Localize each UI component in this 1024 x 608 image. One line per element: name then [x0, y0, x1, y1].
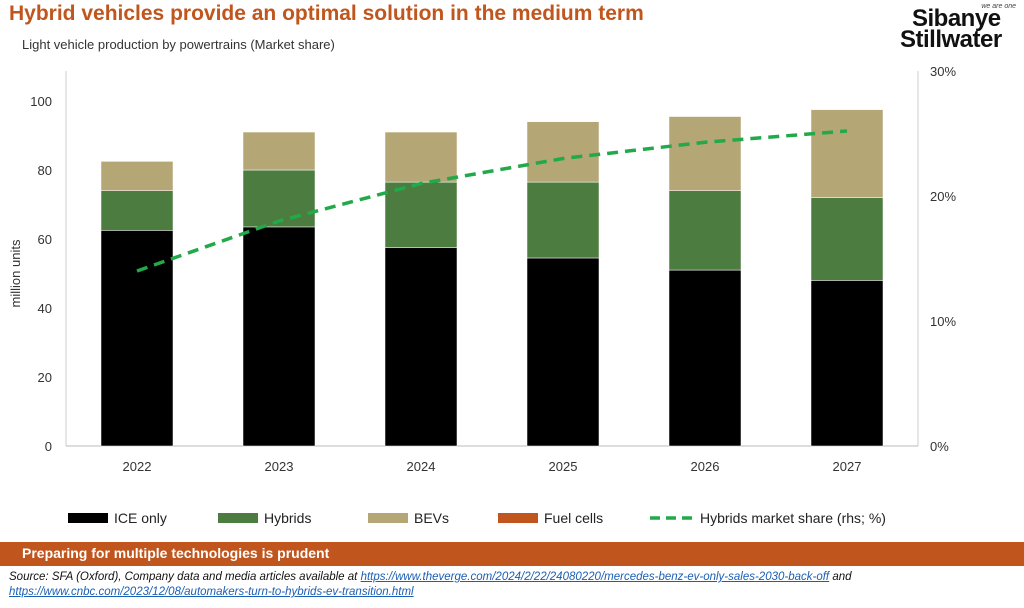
bar-hybrids	[526, 181, 600, 259]
powertrain-chart: 0 20 40 60 80 100 0% 10% 20% 30% million units 2022…	[8, 64, 956, 526]
page-title: Hybrid vehicles provide an optimal solut…	[9, 2, 644, 25]
y2-tick-label: 30%	[930, 64, 956, 79]
x-tick-label: 2025	[549, 459, 578, 474]
y-tick-label: 20	[38, 370, 52, 385]
y-tick-label: 40	[38, 301, 52, 316]
bar-ice-only	[668, 269, 742, 447]
legend-swatch	[68, 513, 108, 523]
hybrid-share-line	[136, 129, 848, 273]
bar-ice-only	[810, 280, 884, 447]
bar-hybrids	[668, 190, 742, 271]
y2-tick-label: 20%	[930, 189, 956, 204]
logo-line2: Stillwater	[900, 26, 1002, 53]
bar-ice-only	[526, 257, 600, 447]
bar-ice-only	[242, 226, 316, 447]
bar-bevs	[668, 116, 742, 191]
legend-label: BEVs	[414, 510, 449, 526]
y-tick-label: 0	[45, 439, 52, 454]
logo-line1: Sibanye	[912, 5, 1001, 32]
source-prefix: Source: SFA (Oxford), Company data and m…	[9, 571, 361, 583]
bar-bevs	[100, 161, 174, 191]
chart-subtitle: Light vehicle production by powertrains …	[22, 37, 335, 52]
x-tick-label: 2024	[407, 459, 436, 474]
bar-bevs	[810, 109, 884, 198]
x-tick-label: 2027	[833, 459, 862, 474]
y2-tick-label: 0%	[930, 439, 949, 454]
legend-swatch	[498, 513, 538, 523]
bar-hybrids	[100, 190, 174, 231]
legend-swatch	[218, 513, 258, 523]
bar-hybrids	[384, 181, 458, 248]
y2-tick-label: 10%	[930, 314, 956, 329]
source-link-cnbc[interactable]: https://www.cnbc.com/2023/12/08/automake…	[9, 586, 414, 598]
source-link-theverge[interactable]: https://www.theverge.com/2024/2/22/24080…	[360, 571, 830, 583]
bar-hybrids	[242, 169, 316, 228]
bar-hybrids	[810, 197, 884, 281]
bar-bevs	[242, 131, 316, 171]
company-logo: we are one Sibanye Stillwater	[888, 2, 1022, 54]
bar-bevs	[526, 121, 600, 183]
x-tick-label: 2026	[691, 459, 720, 474]
bar-ice-only	[384, 247, 458, 447]
legend-label: Hybrids market share (rhs; %)	[700, 510, 886, 526]
y-tick-label: 100	[30, 94, 52, 109]
bar-ice-only	[100, 230, 174, 447]
banner-text: Preparing for multiple technologies is p…	[22, 545, 330, 561]
y-tick-label: 60	[38, 232, 52, 247]
x-tick-label: 2022	[123, 459, 152, 474]
source-middle: and	[829, 571, 852, 583]
legend-label: Fuel cells	[544, 510, 603, 526]
y-axis-label: million units	[8, 239, 23, 307]
legend-swatch	[368, 513, 408, 523]
logo-tagline: we are one	[981, 3, 1016, 10]
legend-label: ICE only	[114, 510, 167, 526]
y-tick-label: 80	[38, 163, 52, 178]
takeaway-banner: Preparing for multiple technologies is p…	[0, 542, 1024, 566]
legend-label: Hybrids	[264, 510, 311, 526]
bar-bevs	[384, 131, 458, 183]
source-note: Source: SFA (Oxford), Company data and m…	[9, 570, 1019, 600]
x-tick-label: 2023	[265, 459, 294, 474]
